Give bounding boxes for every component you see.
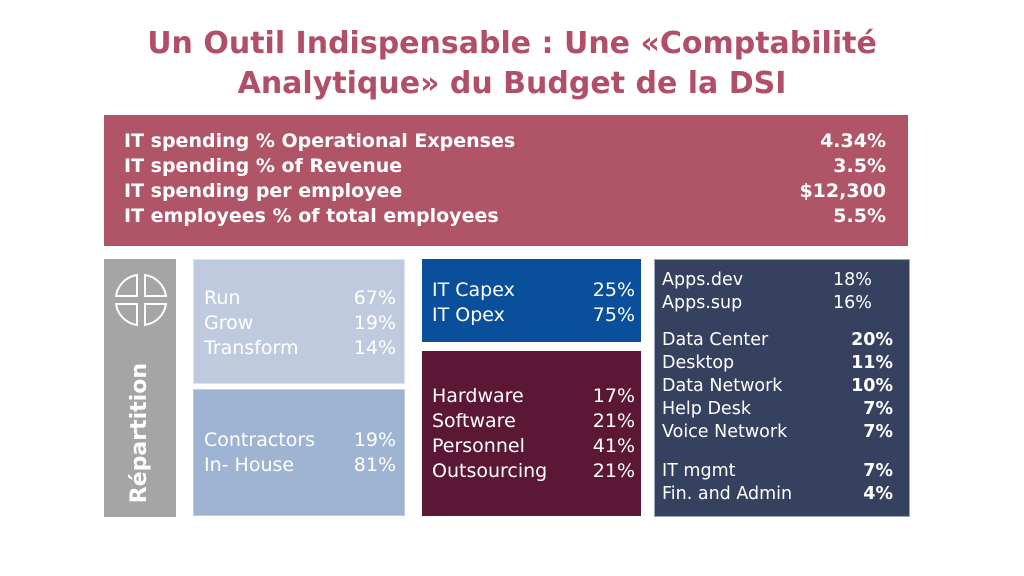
repartition-label: Répartition: [127, 362, 152, 503]
repartition-sidebar: Répartition: [104, 259, 176, 517]
kpi-panel: IT spending % Operational Expenses 4.34% …: [104, 115, 908, 246]
list-item: Run 67%: [204, 287, 396, 309]
kpi-row: IT spending % Operational Expenses 4.34%: [124, 130, 886, 152]
list-item: Apps.dev 18%: [662, 270, 872, 290]
staffing-box: Contractors 19% In- House 81%: [193, 389, 405, 516]
list-item: Grow 19%: [204, 312, 396, 334]
circle-quadrants-icon: [114, 273, 168, 327]
list-item: Data Network 10%: [662, 376, 893, 396]
list-item: Contractors 19%: [204, 429, 396, 451]
list-item: Personnel 41%: [432, 435, 635, 457]
kpi-row: IT employees % of total employees 5.5%: [124, 205, 886, 227]
list-item: Help Desk 7%: [662, 399, 893, 419]
list-item: Transform 14%: [204, 337, 396, 359]
list-item: In- House 81%: [204, 454, 396, 476]
functions-box: Apps.dev 18% Apps.sup 16% Data Center 20% D…: [654, 259, 910, 517]
list-item: Fin. and Admin 4%: [662, 484, 893, 504]
run-grow-transform-box: Run 67% Grow 19% Transform 14%: [193, 259, 405, 384]
capex-opex-box: IT Capex 25% IT Opex 75%: [422, 259, 641, 342]
list-item: IT Capex 25%: [432, 279, 635, 301]
list-item: IT mgmt 7%: [662, 461, 893, 481]
list-item: Data Center 20%: [662, 330, 893, 350]
list-item: Desktop 11%: [662, 353, 893, 373]
list-item: Voice Network 7%: [662, 422, 893, 442]
list-item: Software 21%: [432, 410, 635, 432]
list-item: Hardware 17%: [432, 385, 635, 407]
list-item: Outsourcing 21%: [432, 460, 635, 482]
kpi-row: IT spending % of Revenue 3.5%: [124, 155, 886, 177]
page-title: Un Outil Indispensable : Une «Comptabili…: [147, 26, 877, 101]
kpi-row: IT spending per employee $12,300: [124, 180, 886, 202]
categories-box: Hardware 17% Software 21% Personnel 41% Out…: [422, 351, 641, 516]
list-item: Apps.sup 16%: [662, 293, 872, 313]
list-item: IT Opex 75%: [432, 304, 635, 326]
